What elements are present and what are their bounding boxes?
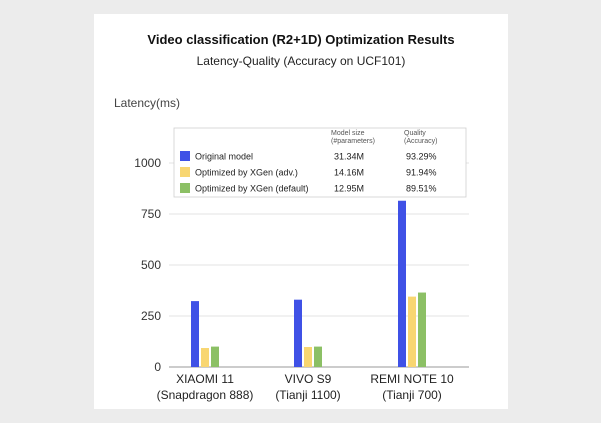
category-sublabel: (Tianji 1100) bbox=[275, 388, 340, 402]
legend-swatch-0 bbox=[180, 151, 190, 161]
legend-box bbox=[173, 127, 467, 198]
y-axis-label: Latency(ms) bbox=[114, 96, 180, 110]
category-labels: XIAOMI 11 (Snapdragon 888) VIVO S9 (Tianji … bbox=[157, 372, 454, 402]
legend-size-header-1: Model size bbox=[331, 130, 365, 137]
y-tick-label: 1000 bbox=[134, 156, 161, 170]
bar-series2-cat2 bbox=[418, 292, 426, 367]
legend-swatch-1 bbox=[180, 167, 190, 177]
y-tick-labels: 0 250 500 750 1000 bbox=[134, 156, 161, 374]
bar-series1-cat2 bbox=[408, 296, 416, 367]
bar-series2-cat1 bbox=[314, 346, 322, 367]
legend-quality-header-1: Quality bbox=[404, 130, 426, 137]
y-tick-label: 0 bbox=[154, 360, 161, 374]
bar-series0-cat0 bbox=[191, 301, 199, 367]
legend-quality: 91.94% bbox=[406, 168, 437, 178]
legend-model-size: 14.16M bbox=[334, 168, 364, 178]
category-sublabel: (Snapdragon 888) bbox=[157, 388, 254, 402]
category-sublabel: (Tianji 700) bbox=[382, 388, 442, 402]
legend-series-name: Optimized by XGen (default) bbox=[195, 184, 309, 194]
y-tick-label: 250 bbox=[141, 309, 161, 323]
bar-series1-cat1 bbox=[304, 347, 312, 367]
legend: Model size (#parameters) Quality (Accura… bbox=[173, 127, 467, 198]
bar-series1-cat0 bbox=[201, 348, 209, 367]
legend-model-size: 12.95M bbox=[334, 184, 364, 194]
legend-model-size: 31.34M bbox=[334, 152, 364, 162]
bar-series0-cat1 bbox=[294, 299, 302, 367]
chart-subtitle: Latency-Quality (Accuracy on UCF101) bbox=[197, 54, 406, 68]
bar-series0-cat2 bbox=[398, 200, 406, 367]
legend-series-name: Original model bbox=[195, 152, 253, 162]
bar-series2-cat0 bbox=[211, 346, 219, 367]
legend-swatch-2 bbox=[180, 183, 190, 193]
bars bbox=[191, 200, 426, 367]
y-tick-label: 500 bbox=[141, 258, 161, 272]
category-label: REMI NOTE 10 bbox=[370, 372, 454, 386]
chart-svg: Video classification (R2+1D) Optimizatio… bbox=[114, 32, 469, 402]
y-tick-label: 750 bbox=[141, 207, 161, 221]
legend-quality: 89.51% bbox=[406, 184, 437, 194]
category-label: VIVO S9 bbox=[285, 372, 332, 386]
legend-quality-header-2: (Accuracy) bbox=[404, 138, 437, 145]
category-label: XIAOMI 11 bbox=[176, 372, 234, 386]
chart-card: Video classification (R2+1D) Optimizatio… bbox=[94, 14, 508, 409]
chart-title: Video classification (R2+1D) Optimizatio… bbox=[147, 32, 454, 47]
legend-size-header-2: (#parameters) bbox=[331, 138, 375, 145]
legend-quality: 93.29% bbox=[406, 152, 437, 162]
legend-series-name: Optimized by XGen (adv.) bbox=[195, 168, 298, 178]
